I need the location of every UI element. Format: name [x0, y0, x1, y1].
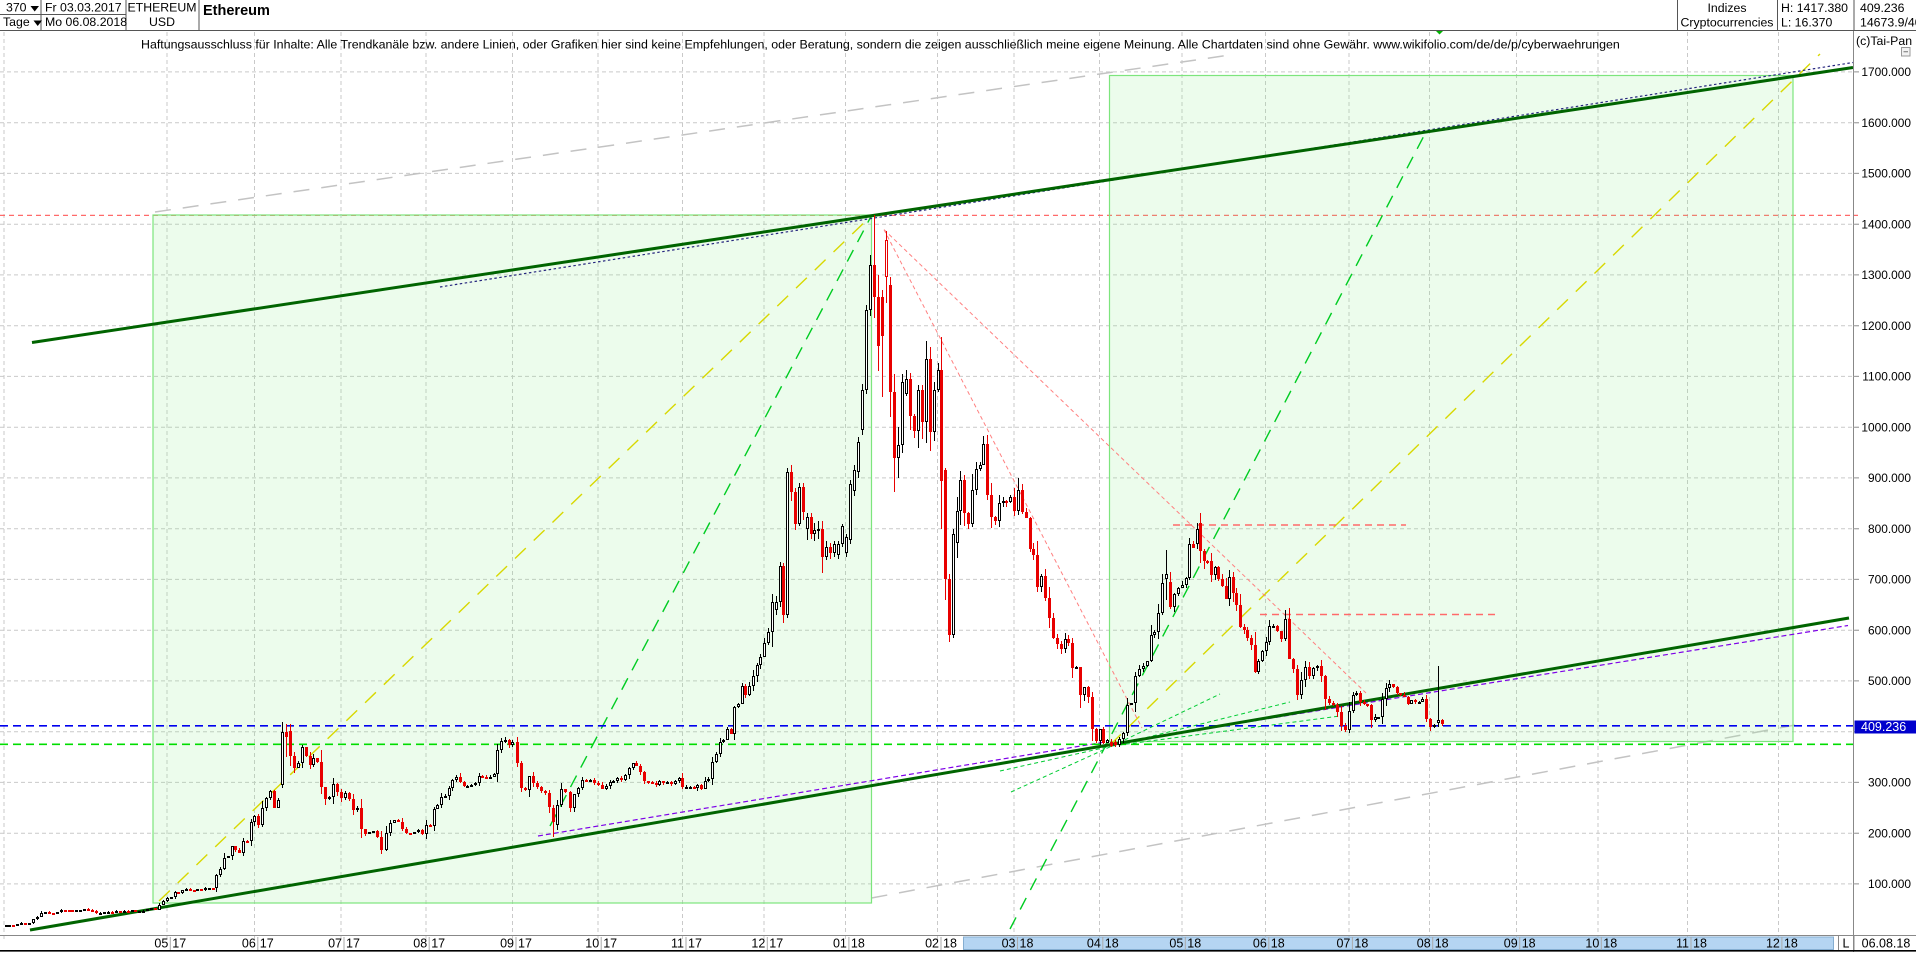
- svg-text:409.236: 409.236: [1861, 720, 1906, 734]
- svg-text:17: 17: [688, 937, 702, 951]
- svg-text:09: 09: [1504, 937, 1518, 951]
- svg-text:06: 06: [1253, 937, 1267, 951]
- svg-text:18: 18: [851, 937, 865, 951]
- svg-text:Indizes: Indizes: [1708, 1, 1747, 15]
- svg-text:14673.9/40: 14673.9/40: [1860, 16, 1916, 30]
- svg-text:Fr 03.03.2017: Fr 03.03.2017: [45, 1, 122, 15]
- svg-text:09: 09: [500, 937, 514, 951]
- svg-text:18: 18: [943, 937, 957, 951]
- svg-text:1200.000: 1200.000: [1861, 319, 1911, 333]
- svg-text:500.000: 500.000: [1868, 674, 1911, 688]
- svg-text:L: L: [1843, 937, 1850, 951]
- svg-text:18: 18: [1020, 937, 1034, 951]
- svg-text:100.000: 100.000: [1868, 877, 1911, 891]
- svg-text:06.08.18: 06.08.18: [1862, 937, 1911, 951]
- svg-text:04: 04: [1087, 937, 1101, 951]
- svg-text:700.000: 700.000: [1868, 573, 1911, 587]
- svg-text:1000.000: 1000.000: [1861, 421, 1911, 435]
- svg-text:900.000: 900.000: [1868, 471, 1911, 485]
- svg-text:1600.000: 1600.000: [1861, 116, 1911, 130]
- svg-text:Haftungsausschluss für Inhalte: Haftungsausschluss für Inhalte: Alle Tre…: [141, 38, 1620, 52]
- svg-text:06: 06: [242, 937, 256, 951]
- svg-text:600.000: 600.000: [1868, 624, 1911, 638]
- svg-text:18: 18: [1522, 937, 1536, 951]
- svg-text:18: 18: [1693, 937, 1707, 951]
- svg-text:18: 18: [1354, 937, 1368, 951]
- svg-text:18: 18: [1187, 937, 1201, 951]
- svg-text:12: 12: [751, 937, 765, 951]
- svg-text:03: 03: [1002, 937, 1016, 951]
- svg-text:Mo 06.08.2018: Mo 06.08.2018: [45, 15, 127, 29]
- svg-text:USD: USD: [149, 15, 175, 29]
- svg-text:05: 05: [154, 937, 168, 951]
- svg-text:18: 18: [1435, 937, 1449, 951]
- svg-text:07: 07: [1336, 937, 1350, 951]
- svg-text:11: 11: [671, 937, 684, 951]
- svg-text:17: 17: [603, 937, 617, 951]
- svg-text:18: 18: [1105, 937, 1119, 951]
- svg-text:Ethereum: Ethereum: [203, 3, 270, 19]
- svg-text:17: 17: [769, 937, 783, 951]
- svg-text:409.236: 409.236: [1860, 1, 1905, 15]
- svg-text:L: 16.370: L: 16.370: [1781, 16, 1832, 30]
- svg-text:200.000: 200.000: [1868, 827, 1911, 841]
- svg-text:12: 12: [1766, 937, 1780, 951]
- svg-text:(c)Tai-Pan: (c)Tai-Pan: [1856, 34, 1912, 48]
- svg-text:18: 18: [1784, 937, 1798, 951]
- svg-text:17: 17: [518, 937, 532, 951]
- svg-text:300.000: 300.000: [1868, 776, 1911, 790]
- svg-text:11: 11: [1676, 937, 1689, 951]
- svg-text:1500.000: 1500.000: [1861, 167, 1911, 181]
- svg-text:17: 17: [431, 937, 445, 951]
- svg-text:800.000: 800.000: [1868, 522, 1911, 536]
- svg-text:1300.000: 1300.000: [1861, 268, 1911, 282]
- svg-text:1400.000: 1400.000: [1861, 218, 1911, 232]
- svg-text:Cryptocurrencies: Cryptocurrencies: [1681, 16, 1774, 30]
- svg-text:1100.000: 1100.000: [1862, 370, 1911, 384]
- svg-text:Tage: Tage: [3, 15, 30, 29]
- svg-text:17: 17: [172, 937, 186, 951]
- svg-text:02: 02: [925, 937, 939, 951]
- svg-text:01: 01: [833, 937, 847, 951]
- svg-text:17: 17: [346, 937, 360, 951]
- svg-text:10: 10: [585, 937, 599, 951]
- svg-text:18: 18: [1271, 937, 1285, 951]
- svg-text:18: 18: [1603, 937, 1617, 951]
- svg-text:07: 07: [328, 937, 342, 951]
- svg-text:08: 08: [413, 937, 427, 951]
- svg-text:H: 1417.380: H: 1417.380: [1781, 1, 1848, 15]
- svg-text:ETHEREUM: ETHEREUM: [127, 1, 196, 15]
- svg-text:10: 10: [1585, 937, 1599, 951]
- svg-text:370: 370: [6, 1, 27, 15]
- svg-text:05: 05: [1169, 937, 1183, 951]
- svg-text:1700.000: 1700.000: [1861, 65, 1911, 79]
- svg-text:08: 08: [1417, 937, 1431, 951]
- svg-text:17: 17: [260, 937, 274, 951]
